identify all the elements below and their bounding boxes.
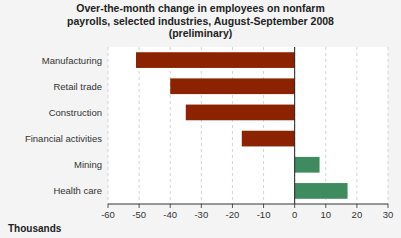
grid-line — [325, 47, 326, 204]
title-line: (preliminary) — [169, 27, 233, 39]
bar — [170, 78, 294, 94]
grid-line — [170, 47, 171, 204]
category-label: Mining — [74, 159, 102, 170]
chart: Over-the-month change in employees on no… — [0, 0, 401, 238]
tick-mark — [108, 204, 109, 208]
zero-line — [294, 47, 295, 204]
plot-area — [108, 47, 388, 204]
grid-line — [139, 47, 140, 204]
x-axis-line — [108, 204, 388, 205]
grid-line — [294, 47, 295, 204]
tick-label: -50 — [132, 209, 146, 220]
title-line: Over-the-month change in employees on no… — [76, 2, 325, 14]
x-axis-label: Thousands — [8, 223, 62, 234]
tick-label: 20 — [352, 209, 363, 220]
grid-line — [201, 47, 202, 204]
tick-mark — [139, 204, 140, 208]
tick-mark — [294, 204, 295, 208]
tick-mark — [356, 204, 357, 208]
bar — [136, 52, 295, 68]
bar — [186, 105, 295, 121]
title: Over-the-month change in employees on no… — [67, 2, 334, 39]
tick-label: -40 — [163, 209, 177, 220]
tick-mark — [201, 204, 202, 208]
tick-label: 0 — [292, 209, 297, 220]
tick-label: -30 — [194, 209, 208, 220]
background — [0, 0, 401, 238]
bar — [295, 157, 320, 173]
grid-line — [108, 47, 109, 204]
category-label: Financial activities — [25, 133, 102, 144]
tick-label: -20 — [226, 209, 240, 220]
bars — [136, 52, 348, 199]
category-label: Health care — [53, 185, 102, 196]
tick-label: -60 — [101, 209, 115, 220]
tick-mark — [325, 204, 326, 208]
tick-mark — [263, 204, 264, 208]
category-label: Retail trade — [53, 81, 102, 92]
grid-line — [232, 47, 233, 204]
grid-line — [388, 47, 389, 204]
grid-line — [356, 47, 357, 204]
tick-mark — [232, 204, 233, 208]
title-line: payrolls, selected industries, August-Se… — [67, 15, 334, 27]
grid-line — [263, 47, 264, 204]
tick-mark — [388, 204, 389, 208]
tick-label: 10 — [320, 209, 331, 220]
category-label: Manufacturing — [42, 55, 102, 66]
tick-label: 30 — [383, 209, 394, 220]
tick-label: -10 — [257, 209, 271, 220]
bar — [295, 183, 348, 199]
category-label: Construction — [49, 107, 102, 118]
bar — [242, 131, 295, 147]
tick-mark — [170, 204, 171, 208]
